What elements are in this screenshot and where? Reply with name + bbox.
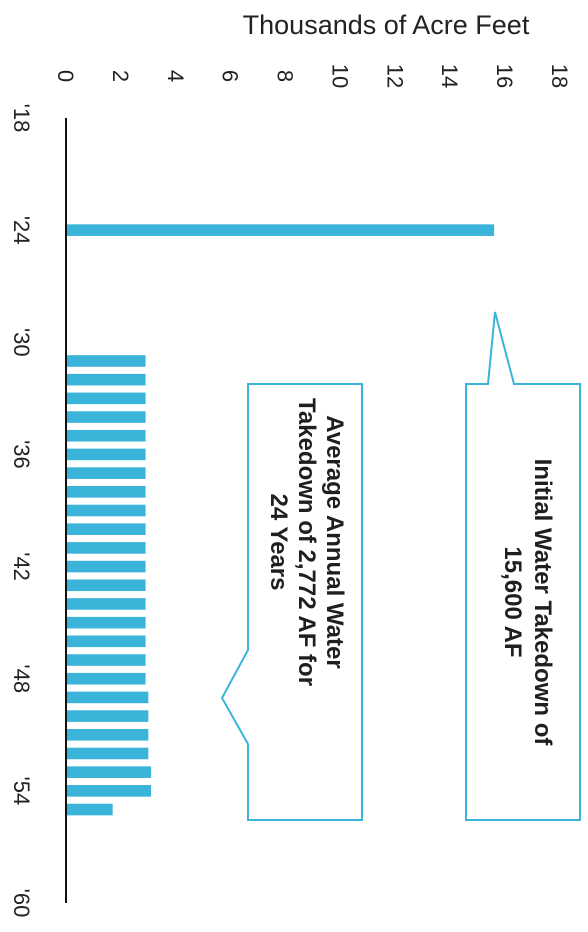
bar-2037 [67, 467, 146, 479]
year-tick-label: '24 [9, 216, 34, 245]
bar-2047 [67, 654, 146, 666]
bar-2033 [67, 392, 146, 405]
average-takedown-line-2: Takedown of 2,772 AF for [293, 398, 320, 686]
value-axis-title: Thousands of Acre Feet [243, 10, 530, 40]
value-tick-label: 0 [53, 70, 78, 82]
initial-takedown-line-1: Initial Water Takedown of [529, 459, 556, 747]
bar-2055 [67, 803, 113, 816]
average-takedown-line-1: Average Annual Water [321, 415, 348, 668]
bar-2043 [67, 579, 146, 592]
bar-2039 [67, 504, 146, 517]
bar-2053 [67, 766, 152, 778]
value-tick-label: 10 [327, 64, 352, 88]
year-tick-label: '36 [9, 440, 34, 469]
bar-2024 [67, 224, 495, 236]
bar-series [67, 224, 495, 816]
value-tick-label: 6 [218, 70, 243, 82]
bar-2045 [67, 616, 146, 629]
average-takedown-callout-box [220, 383, 363, 821]
bar-2031 [67, 355, 146, 367]
bar-2032 [67, 373, 146, 386]
bar-2054 [67, 785, 152, 797]
average-takedown-callout: Average Annual Water Takedown of 2,772 A… [220, 383, 363, 821]
year-tick-label: '42 [9, 552, 34, 581]
bar-2051 [67, 728, 149, 741]
value-tick-label: 8 [273, 70, 298, 82]
year-tick-label: '60 [9, 889, 34, 918]
initial-takedown-callout: Initial Water Takedown of 15,600 AF [465, 311, 581, 821]
average-takedown-line-3: 24 Years [265, 494, 292, 591]
bar-2038 [67, 486, 146, 498]
year-tick-label: '30 [9, 328, 34, 357]
value-tick-label: 18 [547, 64, 572, 88]
year-tick-labels: '18 '24 '30 '36 '42 '48 '54 '60 [9, 104, 34, 918]
year-tick-label: '18 [9, 104, 34, 133]
bar-2048 [67, 672, 146, 685]
bar-2041 [67, 542, 146, 554]
bar-2049 [67, 691, 149, 704]
bar-2034 [67, 411, 146, 423]
bar-2042 [67, 560, 146, 573]
year-tick-label: '48 [9, 664, 34, 693]
value-tick-label: 14 [437, 64, 462, 88]
bar-2044 [67, 598, 146, 610]
bar-2036 [67, 448, 146, 461]
year-tick-label: '54 [9, 777, 34, 806]
chart-frame: Thousands of Acre Feet [65, 10, 530, 903]
bar-2035 [67, 429, 146, 442]
initial-takedown-line-2: 15,600 AF [499, 546, 526, 657]
bar-2040 [67, 523, 146, 535]
value-tick-labels: 0 2 4 6 8 10 12 14 16 18 [53, 64, 572, 88]
bar-2050 [67, 710, 149, 722]
value-tick-label: 2 [108, 70, 133, 82]
value-tick-label: 16 [492, 64, 517, 88]
bar-2046 [67, 635, 146, 648]
initial-takedown-callout-box [465, 311, 581, 821]
value-tick-label: 12 [382, 64, 407, 88]
bar-2052 [67, 747, 149, 760]
value-tick-label: 4 [163, 70, 188, 82]
